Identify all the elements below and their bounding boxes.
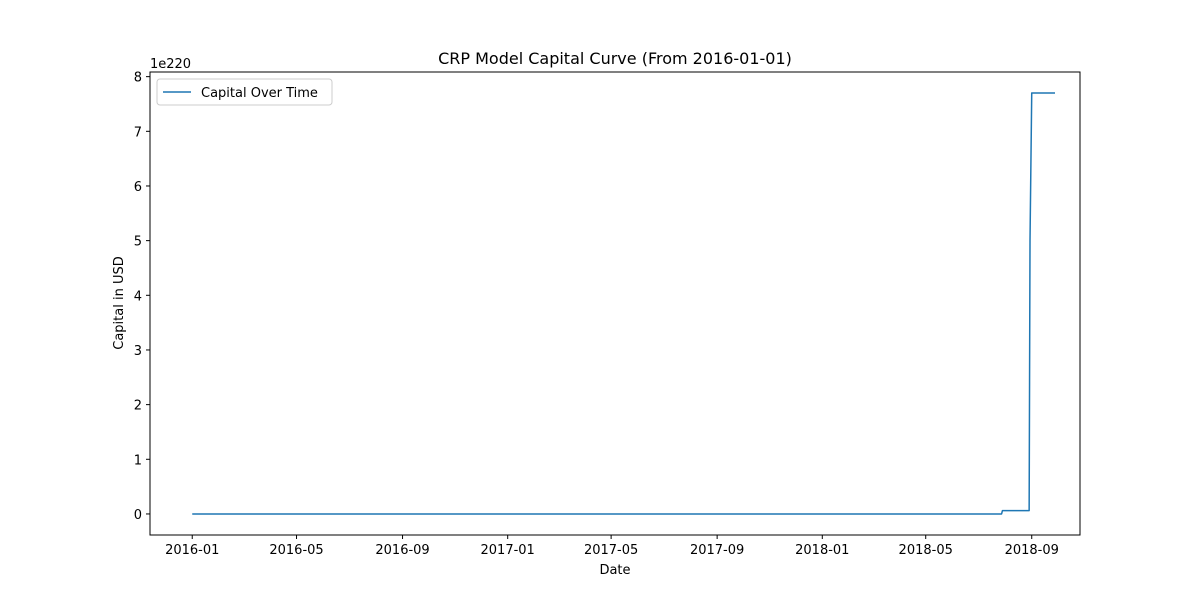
y-tick-label: 0 <box>134 508 142 523</box>
x-tick-label: 2017-09 <box>690 543 744 558</box>
chart-title: CRP Model Capital Curve (From 2016-01-01… <box>438 49 792 68</box>
x-tick-label: 2016-01 <box>165 543 219 558</box>
y-tick-label: 1 <box>134 453 142 468</box>
y-tick-label: 3 <box>134 344 142 359</box>
series-line-0 <box>192 92 1055 515</box>
legend-label: Capital Over Time <box>201 86 318 101</box>
y-tick-label: 6 <box>134 180 142 195</box>
x-tick-label: 2017-01 <box>481 543 535 558</box>
y-scale-label: 1e220 <box>150 57 191 72</box>
y-tick-label: 4 <box>134 289 142 304</box>
x-tick-label: 2016-05 <box>269 543 323 558</box>
y-tick-label: 2 <box>134 399 142 414</box>
x-tick-label: 2018-01 <box>795 543 849 558</box>
x-axis-label: Date <box>599 563 630 578</box>
y-tick-label: 8 <box>134 71 142 86</box>
plot-area: 2016-01 2016-05 2016-09 2017-01 2017-05 2017-… <box>134 71 1081 558</box>
y-tick-label: 5 <box>134 235 142 250</box>
y-tick-label: 7 <box>134 125 142 140</box>
y-axis-label: Capital in USD <box>112 256 127 349</box>
x-tick-label: 2016-09 <box>375 543 429 558</box>
x-tick-label: 2018-09 <box>1005 543 1059 558</box>
legend-box <box>156 78 333 106</box>
x-tick-label: 2017-05 <box>584 543 638 558</box>
x-tick-label: 2018-05 <box>899 543 953 558</box>
axes-frame <box>149 71 1081 536</box>
